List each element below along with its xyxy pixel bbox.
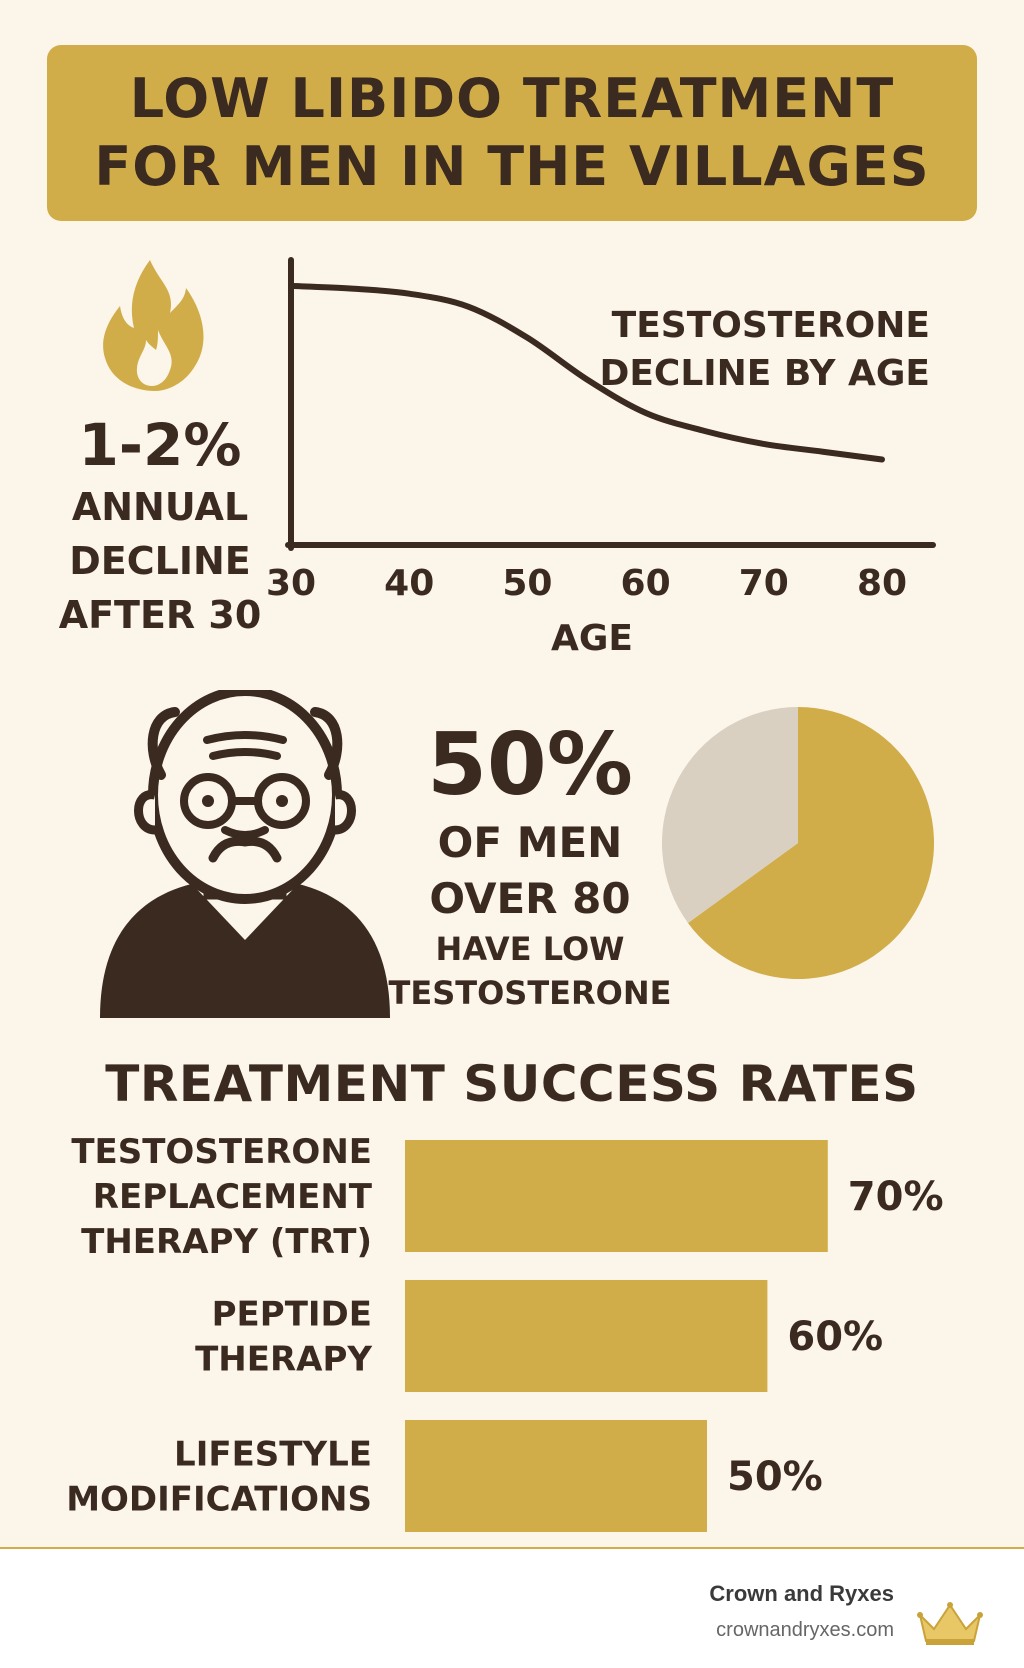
testosterone-decline-chart: TESTOSTERONE DECLINE BY AGE 30 40 50 60 70 80… bbox=[266, 257, 936, 659]
decline-line-1: ANNUAL bbox=[71, 485, 249, 529]
bar bbox=[405, 1420, 707, 1532]
annual-decline-stat: 1-2% ANNUAL DECLINE AFTER 30 bbox=[40, 410, 280, 642]
category-label: MODIFICATIONS bbox=[66, 1480, 372, 1520]
crown-icon bbox=[917, 1602, 983, 1645]
chart-title-line-2: DECLINE BY AGE bbox=[599, 353, 930, 394]
testosterone-line bbox=[288, 282, 885, 463]
bar bbox=[405, 1280, 768, 1392]
x-tick-label: 80 bbox=[857, 563, 907, 604]
treatment-success-title: TREATMENT SUCCESS RATES bbox=[105, 1055, 919, 1113]
category-label: LIFESTYLE bbox=[174, 1435, 372, 1475]
men-over-80-line-3: HAVE LOW bbox=[435, 930, 625, 968]
decline-line-2: DECLINE bbox=[69, 539, 251, 583]
low-testosterone-pie-chart bbox=[662, 707, 934, 979]
decline-line-3: AFTER 30 bbox=[58, 593, 262, 637]
category-label: THERAPY bbox=[195, 1340, 372, 1380]
company-url[interactable]: crownandryxes.com bbox=[716, 1619, 894, 1641]
men-over-80-stat: 50% OF MEN OVER 80 HAVE LOW TESTOSTERONE bbox=[380, 715, 680, 1015]
bar-value-label: 70% bbox=[848, 1174, 944, 1220]
men-over-80-value: 50% bbox=[427, 715, 633, 815]
pie-slice-gold bbox=[687, 707, 934, 979]
category-label: REPLACEMENT bbox=[93, 1177, 373, 1217]
category-label: THERAPY (TRT) bbox=[81, 1222, 372, 1262]
x-axis-label: AGE bbox=[551, 618, 633, 659]
pie-slice-gray bbox=[662, 707, 798, 923]
treatment-success-bar-chart: 70% TESTOSTERONE REPLACEMENT THERAPY (TRT) 6… bbox=[66, 1132, 944, 1532]
x-tick-label: 60 bbox=[621, 563, 671, 604]
bar-value-label: 50% bbox=[727, 1454, 823, 1500]
category-label: TESTOSTERONE bbox=[71, 1132, 372, 1172]
x-tick-label: 30 bbox=[266, 563, 316, 604]
men-over-80-line-4: TESTOSTERONE bbox=[388, 974, 672, 1012]
category-label: PEPTIDE bbox=[212, 1295, 372, 1335]
title-line-2: FOR MEN IN THE VILLAGES bbox=[94, 135, 930, 198]
footer: Crown and Ryxes crownandryxes.com bbox=[0, 1547, 1024, 1668]
line-series bbox=[288, 282, 885, 463]
x-tick-label: 70 bbox=[739, 563, 789, 604]
title-banner: LOW LIBIDO TREATMENT FOR MEN IN THE VILL… bbox=[47, 45, 977, 221]
flame-icon bbox=[103, 260, 204, 391]
x-tick-label: 50 bbox=[502, 563, 552, 604]
men-over-80-line-1: OF MEN bbox=[437, 818, 623, 867]
men-over-80-line-2: OVER 80 bbox=[429, 874, 631, 923]
x-tick-label: 40 bbox=[384, 563, 434, 604]
bar bbox=[405, 1140, 828, 1252]
x-tick-labels: 30 40 50 60 70 80 bbox=[266, 563, 907, 604]
bar-value-label: 60% bbox=[787, 1314, 883, 1360]
title-line-1: LOW LIBIDO TREATMENT bbox=[129, 67, 895, 130]
decline-value: 1-2% bbox=[78, 411, 242, 479]
chart-title-line-1: TESTOSTERONE bbox=[612, 305, 930, 346]
company-name: Crown and Ryxes bbox=[709, 1581, 894, 1606]
elderly-man-icon bbox=[100, 690, 390, 1018]
